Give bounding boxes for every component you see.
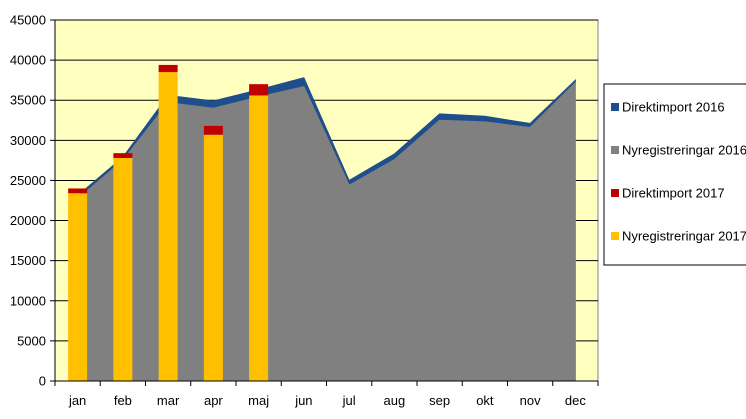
- bar-nyregistreringar-2017: [203, 134, 223, 381]
- y-tick-label: 30000: [10, 133, 46, 148]
- x-tick-label: nov: [520, 393, 541, 408]
- x-tick-label: maj: [248, 393, 269, 408]
- x-tick-label: aug: [384, 393, 406, 408]
- legend-label: Direktimport 2017: [622, 186, 725, 201]
- legend-swatch: [611, 189, 619, 197]
- x-tick-label: apr: [204, 393, 223, 408]
- bar-series: [68, 64, 269, 382]
- legend-label: Nyregistreringar 2016: [622, 143, 746, 158]
- x-tick-label: jan: [68, 393, 86, 408]
- bar-direktimport-2017: [249, 84, 269, 96]
- axes: 0 5000 10000 15000 20000 25000 30000 35000 40000…: [10, 13, 599, 408]
- x-tick-label: jun: [294, 393, 312, 408]
- legend: Direktimport 2016 Nyregistreringar 2016 Di…: [603, 83, 746, 266]
- y-tick-label: 0: [39, 374, 46, 389]
- legend-swatch: [611, 232, 619, 240]
- legend-box: [603, 83, 746, 266]
- y-tick-label: 45000: [10, 13, 46, 28]
- y-tick-label: 35000: [10, 93, 46, 108]
- bar-nyregistreringar-2017: [158, 72, 178, 382]
- legend-label: Nyregistreringar 2017: [622, 229, 746, 244]
- legend-swatch: [611, 103, 619, 111]
- y-tick-label: 15000: [10, 253, 46, 268]
- y-tick-label: 20000: [10, 213, 46, 228]
- x-tick-label: feb: [114, 393, 132, 408]
- y-tick-label: 5000: [17, 333, 46, 348]
- bar-nyregistreringar-2017: [68, 193, 88, 381]
- bar-direktimport-2017: [158, 64, 178, 73]
- legend-label: Direktimport 2016: [622, 100, 725, 115]
- area-nyregistreringar-2016: [77, 81, 576, 382]
- bar-direktimport-2017: [113, 153, 133, 158]
- bar-direktimport-2017: [203, 125, 223, 135]
- y-tick-label: 25000: [10, 173, 46, 188]
- x-tick-label: jul: [342, 393, 356, 408]
- y-tick-label: 10000: [10, 293, 46, 308]
- x-tick-label: dec: [565, 393, 586, 408]
- bar-nyregistreringar-2017: [113, 157, 133, 381]
- x-tick-label: mar: [157, 393, 180, 408]
- x-tick-label: okt: [476, 393, 494, 408]
- x-tick-label: sep: [429, 393, 450, 408]
- y-tick-label: 40000: [10, 53, 46, 68]
- bar-nyregistreringar-2017: [249, 95, 269, 382]
- legend-swatch: [611, 146, 619, 154]
- bar-direktimport-2017: [68, 188, 88, 194]
